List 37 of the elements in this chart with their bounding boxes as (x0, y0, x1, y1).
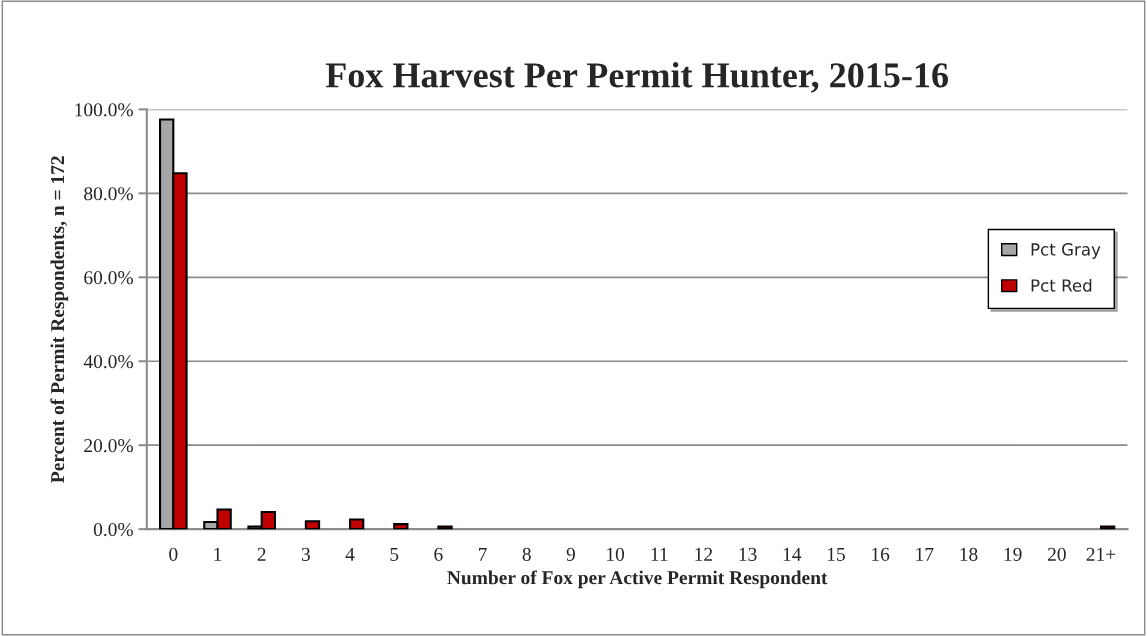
x-tick-label: 1 (214, 547, 222, 561)
x-tick-label: 6 (434, 547, 443, 561)
legend-label: Pct Red (1031, 278, 1092, 292)
x-tick-label: 10 (607, 547, 625, 561)
x-tick-label: 11 (651, 547, 668, 561)
x-tick-label: 3 (301, 547, 310, 561)
x-tick-label: 7 (478, 547, 487, 561)
x-tick-label: 14 (783, 547, 802, 561)
x-tick-label: 16 (872, 547, 890, 561)
x-tick-label: 15 (827, 547, 845, 561)
legend-label: Pct Gray (1031, 243, 1101, 259)
x-tick-label: 8 (522, 547, 531, 561)
x-tick-label: 5 (390, 547, 399, 561)
x-tick-label: 19 (1004, 547, 1022, 561)
x-tick-label: 12 (695, 547, 713, 561)
y-tick-label: 0.0% (93, 522, 133, 537)
bar (304, 520, 321, 530)
x-tick-label: 2 (257, 547, 266, 561)
y-tick-label: 100.0% (75, 103, 133, 117)
y-tick-label: 40.0% (83, 355, 133, 369)
x-tick-label: 9 (566, 547, 575, 561)
bar (437, 525, 453, 530)
y-tick-label: 60.0% (84, 271, 133, 285)
x-tick-label: 4 (345, 547, 355, 561)
y-tick-label: 20.0% (84, 439, 133, 453)
x-tick-label: 17 (916, 547, 934, 561)
chart-title: Fox Harvest Per Permit Hunter, 2015-16 (325, 62, 949, 93)
x-tick-label: 13 (739, 547, 757, 561)
x-tick-label: 18 (960, 547, 978, 561)
y-axis-title: Percent of Permit Respondents, n = 172 (50, 156, 69, 483)
y-tick-label: 80.0% (84, 187, 133, 201)
x-tick-label: 21+ (1086, 547, 1116, 561)
x-tick-label: 0 (169, 547, 178, 561)
x-tick-label: 20 (1047, 547, 1066, 561)
bar (393, 523, 409, 530)
x-axis-title: Number of Fox per Active Permit Respondent (447, 570, 828, 589)
bar (348, 518, 365, 530)
